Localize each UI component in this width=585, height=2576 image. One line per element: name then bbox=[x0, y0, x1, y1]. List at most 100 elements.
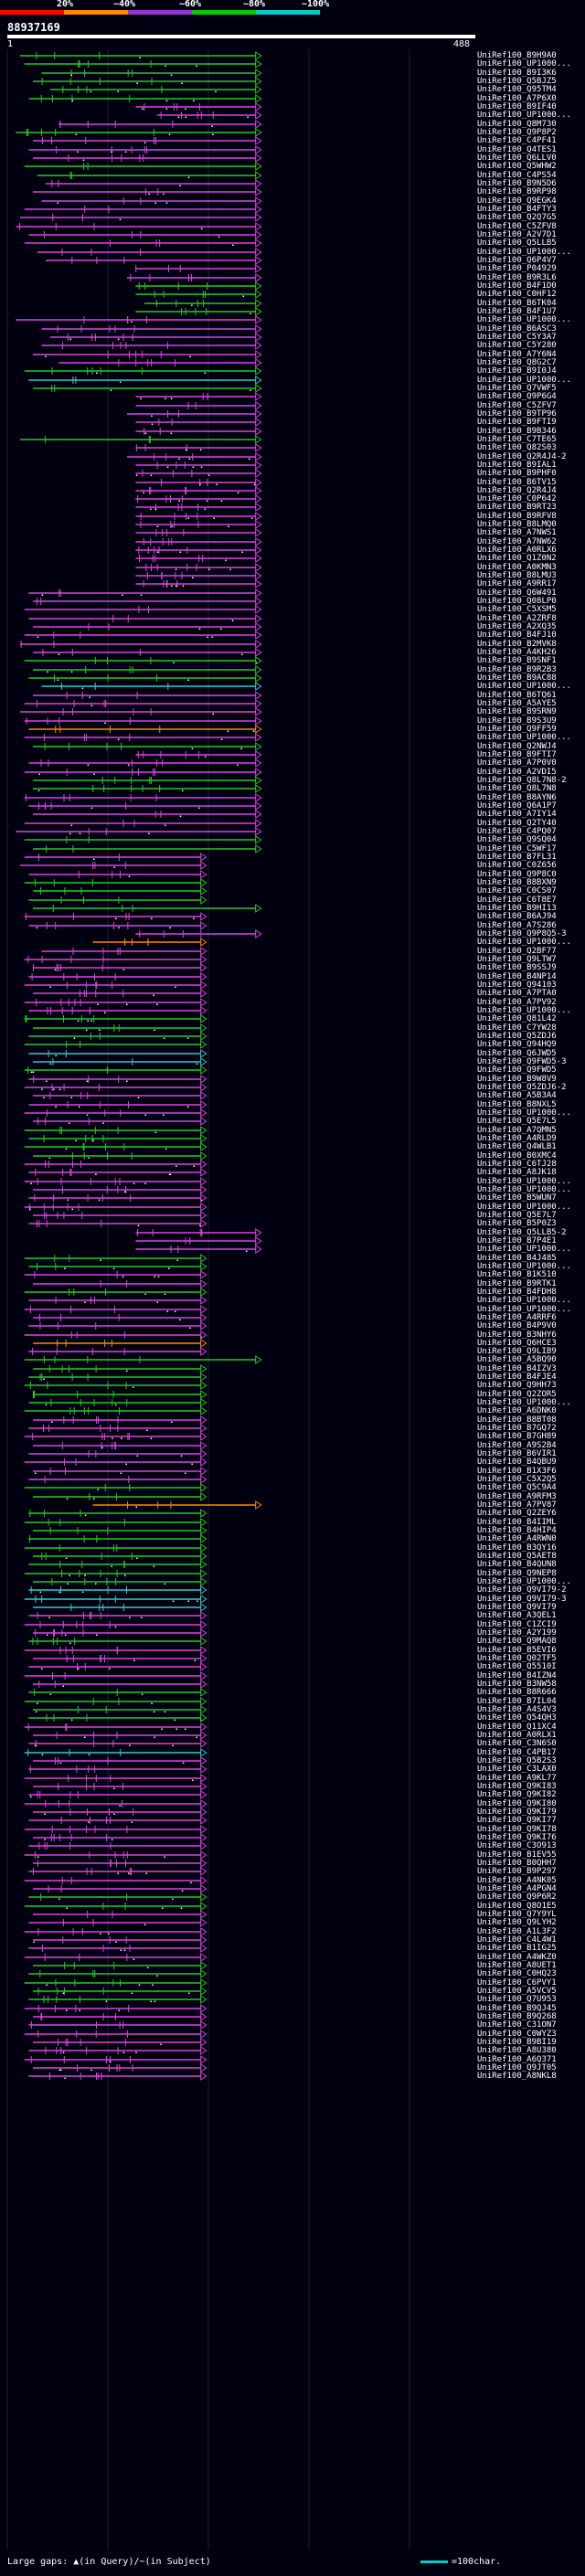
hit-label[interactable]: UniRef100_C0Z656 bbox=[477, 861, 557, 871]
hit-label[interactable]: UniRef100_Q4TES1 bbox=[477, 144, 557, 154]
hit-row[interactable]: UniRef100_B8NXL5 bbox=[0, 1100, 585, 1109]
hit-row[interactable]: UniRef100_A0RLX6 bbox=[0, 546, 585, 555]
hit-row[interactable]: UniRef100_Q9NEP8 bbox=[0, 1569, 585, 1578]
hit-row[interactable]: UniRef100_A8NKL8 bbox=[0, 2072, 585, 2081]
hit-label[interactable]: UniRef100_B4QUN8 bbox=[477, 1560, 557, 1570]
hit-label[interactable]: UniRef100_C7TE65 bbox=[477, 434, 557, 444]
hit-label[interactable]: UniRef100_B4FDH8 bbox=[477, 1287, 557, 1297]
hit-label[interactable]: UniRef100_A8NKL8 bbox=[477, 2072, 557, 2082]
hit-row[interactable]: UniRef100_C5Y3A7 bbox=[0, 333, 585, 342]
hit-label[interactable]: UniRef100_B8NXL5 bbox=[477, 1099, 557, 1109]
hit-row[interactable]: UniRef100_B5P0Z3 bbox=[0, 1219, 585, 1228]
hit-label[interactable]: UniRef100_Q8O1E5 bbox=[477, 1901, 557, 1911]
hit-label[interactable]: UniRef100_Q9P8C0 bbox=[477, 869, 557, 879]
hit-label[interactable]: UniRef100_Q81L42 bbox=[477, 1014, 557, 1024]
hit-label[interactable]: UniRef100_B9R2B3 bbox=[477, 664, 557, 674]
hit-row[interactable]: UniRef100_B4IZV3 bbox=[0, 1364, 585, 1373]
hit-label[interactable]: UniRef100_A7NWS1 bbox=[477, 528, 557, 538]
hit-label[interactable]: UniRef100_B9N5D6 bbox=[477, 178, 557, 188]
hit-label[interactable]: UniRef100_Q9P8P2 bbox=[477, 127, 557, 137]
hit-label[interactable]: UniRef100_B4QBU9 bbox=[477, 1458, 557, 1468]
hit-row[interactable]: UniRef100_B8AYN6 bbox=[0, 793, 585, 802]
hit-row[interactable]: UniRef100_Q8L7N8 bbox=[0, 784, 585, 793]
hit-row[interactable]: UniRef100_A6Q371 bbox=[0, 2055, 585, 2064]
hit-label[interactable]: UniRef100_Q9VI79-3 bbox=[477, 1594, 567, 1604]
hit-label[interactable]: UniRef100_Q9HH73 bbox=[477, 1381, 557, 1391]
hit-row[interactable]: UniRef100_B6ASC3 bbox=[0, 324, 585, 334]
hit-row[interactable]: UniRef100_C4PF41 bbox=[0, 136, 585, 145]
hit-label[interactable]: UniRef100_B6AJ94 bbox=[477, 912, 557, 922]
hit-label[interactable]: UniRef100_Q9NEP8 bbox=[477, 1568, 557, 1578]
hit-row[interactable]: UniRef100_B8LMQ0 bbox=[0, 520, 585, 529]
hit-label[interactable]: UniRef100_P04929 bbox=[477, 264, 557, 274]
hit-row[interactable]: UniRef100_Q5510I bbox=[0, 1662, 585, 1671]
hit-row[interactable]: UniRef100_B1EV55 bbox=[0, 1850, 585, 1860]
hit-label[interactable]: UniRef100_C5ZFV7 bbox=[477, 400, 557, 410]
hit-row[interactable]: UniRef100_Q9KI80 bbox=[0, 1799, 585, 1808]
hit-row[interactable]: UniRef100_B3NHY6 bbox=[0, 1330, 585, 1340]
hit-label[interactable]: UniRef100_C4L4W1 bbox=[477, 1935, 557, 1945]
hit-row[interactable]: UniRef100_Q8M730 bbox=[0, 120, 585, 129]
hit-row[interactable]: UniRef100_Q9FF59 bbox=[0, 725, 585, 734]
hit-row[interactable]: UniRef100_B7IL04 bbox=[0, 1697, 585, 1706]
hit-label[interactable]: UniRef100_B8BT08 bbox=[477, 1415, 557, 1425]
hit-label[interactable]: UniRef100_Q6LLV0 bbox=[477, 153, 557, 163]
hit-row[interactable]: UniRef100_A8JK18 bbox=[0, 1168, 585, 1177]
hit-label[interactable]: UniRef100_B9BI19 bbox=[477, 2037, 557, 2047]
hit-row[interactable]: UniRef100_B6AJ94 bbox=[0, 912, 585, 921]
hit-label[interactable]: UniRef100_Q2Q7G5 bbox=[477, 213, 557, 223]
hit-label[interactable]: UniRef100_UP1000... bbox=[477, 733, 571, 743]
hit-row[interactable]: UniRef100_B4F1U7 bbox=[0, 307, 585, 316]
hit-row[interactable]: UniRef100_B9PHF0 bbox=[0, 469, 585, 478]
hit-label[interactable]: UniRef100_Q9KI78 bbox=[477, 1824, 557, 1834]
hit-label[interactable]: UniRef100_UP1000... bbox=[477, 1261, 571, 1271]
hit-row[interactable]: UniRef100_Q5BJZ5 bbox=[0, 77, 585, 86]
hit-row[interactable]: UniRef100_Q9FWD5-3 bbox=[0, 1057, 585, 1066]
hit-label[interactable]: UniRef100_B9I0J4 bbox=[477, 366, 557, 376]
hit-row[interactable]: UniRef100_B9IAL1 bbox=[0, 461, 585, 470]
hit-row[interactable]: UniRef100_C1ZCI9 bbox=[0, 1620, 585, 1629]
hit-row[interactable]: UniRef100_Q2ZOR5 bbox=[0, 1390, 585, 1399]
hit-row[interactable]: UniRef100_Q9KI78 bbox=[0, 1825, 585, 1834]
hit-label[interactable]: UniRef100_A9KL77 bbox=[477, 1773, 557, 1783]
hit-row[interactable]: UniRef100_B4FDH8 bbox=[0, 1288, 585, 1297]
hit-label[interactable]: UniRef100_B9RFV8 bbox=[477, 511, 557, 521]
hit-label[interactable]: UniRef100_Q9KI79 bbox=[477, 1807, 557, 1817]
hit-label[interactable]: UniRef100_B8R666 bbox=[477, 1688, 557, 1698]
hit-label[interactable]: UniRef100_B0QHH7 bbox=[477, 1858, 557, 1868]
hit-label[interactable]: UniRef100_Q2R4J4-2 bbox=[477, 451, 567, 461]
hit-row[interactable]: UniRef100_Q5B2S3 bbox=[0, 1756, 585, 1765]
hit-label[interactable]: UniRef100_C0WYZ3 bbox=[477, 2029, 557, 2039]
hit-row[interactable]: UniRef100_B6TK04 bbox=[0, 299, 585, 308]
hit-label[interactable]: UniRef100_A7QMN5 bbox=[477, 1125, 557, 1135]
hit-row[interactable]: UniRef100_A4RRF6 bbox=[0, 1313, 585, 1322]
hit-row[interactable]: UniRef100_B9SRN9 bbox=[0, 707, 585, 716]
hit-row[interactable]: UniRef100_C5ZFV7 bbox=[0, 401, 585, 410]
hit-label[interactable]: UniRef100_UP1000... bbox=[477, 1005, 571, 1015]
hit-label[interactable]: UniRef100_C3N6S0 bbox=[477, 1739, 557, 1749]
hit-row[interactable]: UniRef100_Q5WHW2 bbox=[0, 162, 585, 171]
hit-row[interactable]: UniRef100_Q5LLB5 bbox=[0, 239, 585, 248]
hit-row[interactable]: UniRef100_Q9VI79 bbox=[0, 1603, 585, 1612]
hit-label[interactable]: UniRef100_A6DNK0 bbox=[477, 1406, 557, 1416]
hit-row[interactable]: UniRef100_A1L3F2 bbox=[0, 1927, 585, 1936]
hit-label[interactable]: UniRef100_A1L3F2 bbox=[477, 1926, 557, 1936]
hit-row[interactable]: UniRef100_B1K510 bbox=[0, 1270, 585, 1279]
hit-label[interactable]: UniRef100_Q2BF77 bbox=[477, 946, 557, 956]
hit-label[interactable]: UniRef100_A7NW62 bbox=[477, 536, 557, 546]
hit-row[interactable]: UniRef100_B4NP14 bbox=[0, 972, 585, 981]
hit-label[interactable]: UniRef100_Q2ZOR5 bbox=[477, 1389, 557, 1399]
hit-label[interactable]: UniRef100_C5Y280 bbox=[477, 341, 557, 351]
hit-label[interactable]: UniRef100_Q94HQ9 bbox=[477, 1040, 557, 1050]
hit-row[interactable]: UniRef100_Q9MAQ8 bbox=[0, 1637, 585, 1646]
hit-label[interactable]: UniRef100_A7Y6N4 bbox=[477, 349, 557, 359]
hit-row[interactable]: UniRef100_Q4WLB1 bbox=[0, 1142, 585, 1151]
hit-label[interactable]: UniRef100_B2MVK8 bbox=[477, 639, 557, 649]
hit-label[interactable]: UniRef100_B1IG25 bbox=[477, 1944, 557, 1954]
hit-row[interactable]: UniRef100_B5WUN7 bbox=[0, 1193, 585, 1203]
hit-label[interactable]: UniRef100_C5X2Q5 bbox=[477, 1475, 557, 1485]
hit-row[interactable]: UniRef100_B8BXN9 bbox=[0, 878, 585, 887]
hit-row[interactable]: UniRef100_B9RTK1 bbox=[0, 1279, 585, 1288]
hit-label[interactable]: UniRef100_B1K510 bbox=[477, 1270, 557, 1280]
hit-label[interactable]: UniRef100_UP1000... bbox=[477, 1577, 571, 1587]
